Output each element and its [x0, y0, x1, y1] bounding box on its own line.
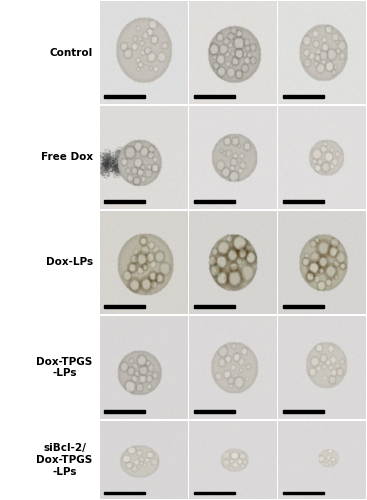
- Bar: [193, 304, 235, 308]
- Text: siBcl-2/
Dox-TPGS
-LPs: siBcl-2/ Dox-TPGS -LPs: [36, 444, 93, 476]
- Text: Control: Control: [50, 48, 93, 58]
- Bar: [193, 410, 235, 413]
- Bar: [283, 492, 324, 494]
- Bar: [193, 200, 235, 203]
- Bar: [193, 94, 235, 98]
- Text: Free Dox: Free Dox: [41, 152, 93, 162]
- Bar: [104, 304, 145, 308]
- Bar: [283, 94, 324, 98]
- Bar: [104, 410, 145, 413]
- Bar: [193, 492, 235, 494]
- Bar: [104, 94, 145, 98]
- Bar: [283, 410, 324, 413]
- Bar: [283, 200, 324, 203]
- Bar: [104, 492, 145, 494]
- Text: Dox-TPGS
-LPs: Dox-TPGS -LPs: [36, 356, 93, 378]
- Bar: [104, 200, 145, 203]
- Text: Dox-LPs: Dox-LPs: [46, 258, 93, 268]
- Bar: [283, 304, 324, 308]
